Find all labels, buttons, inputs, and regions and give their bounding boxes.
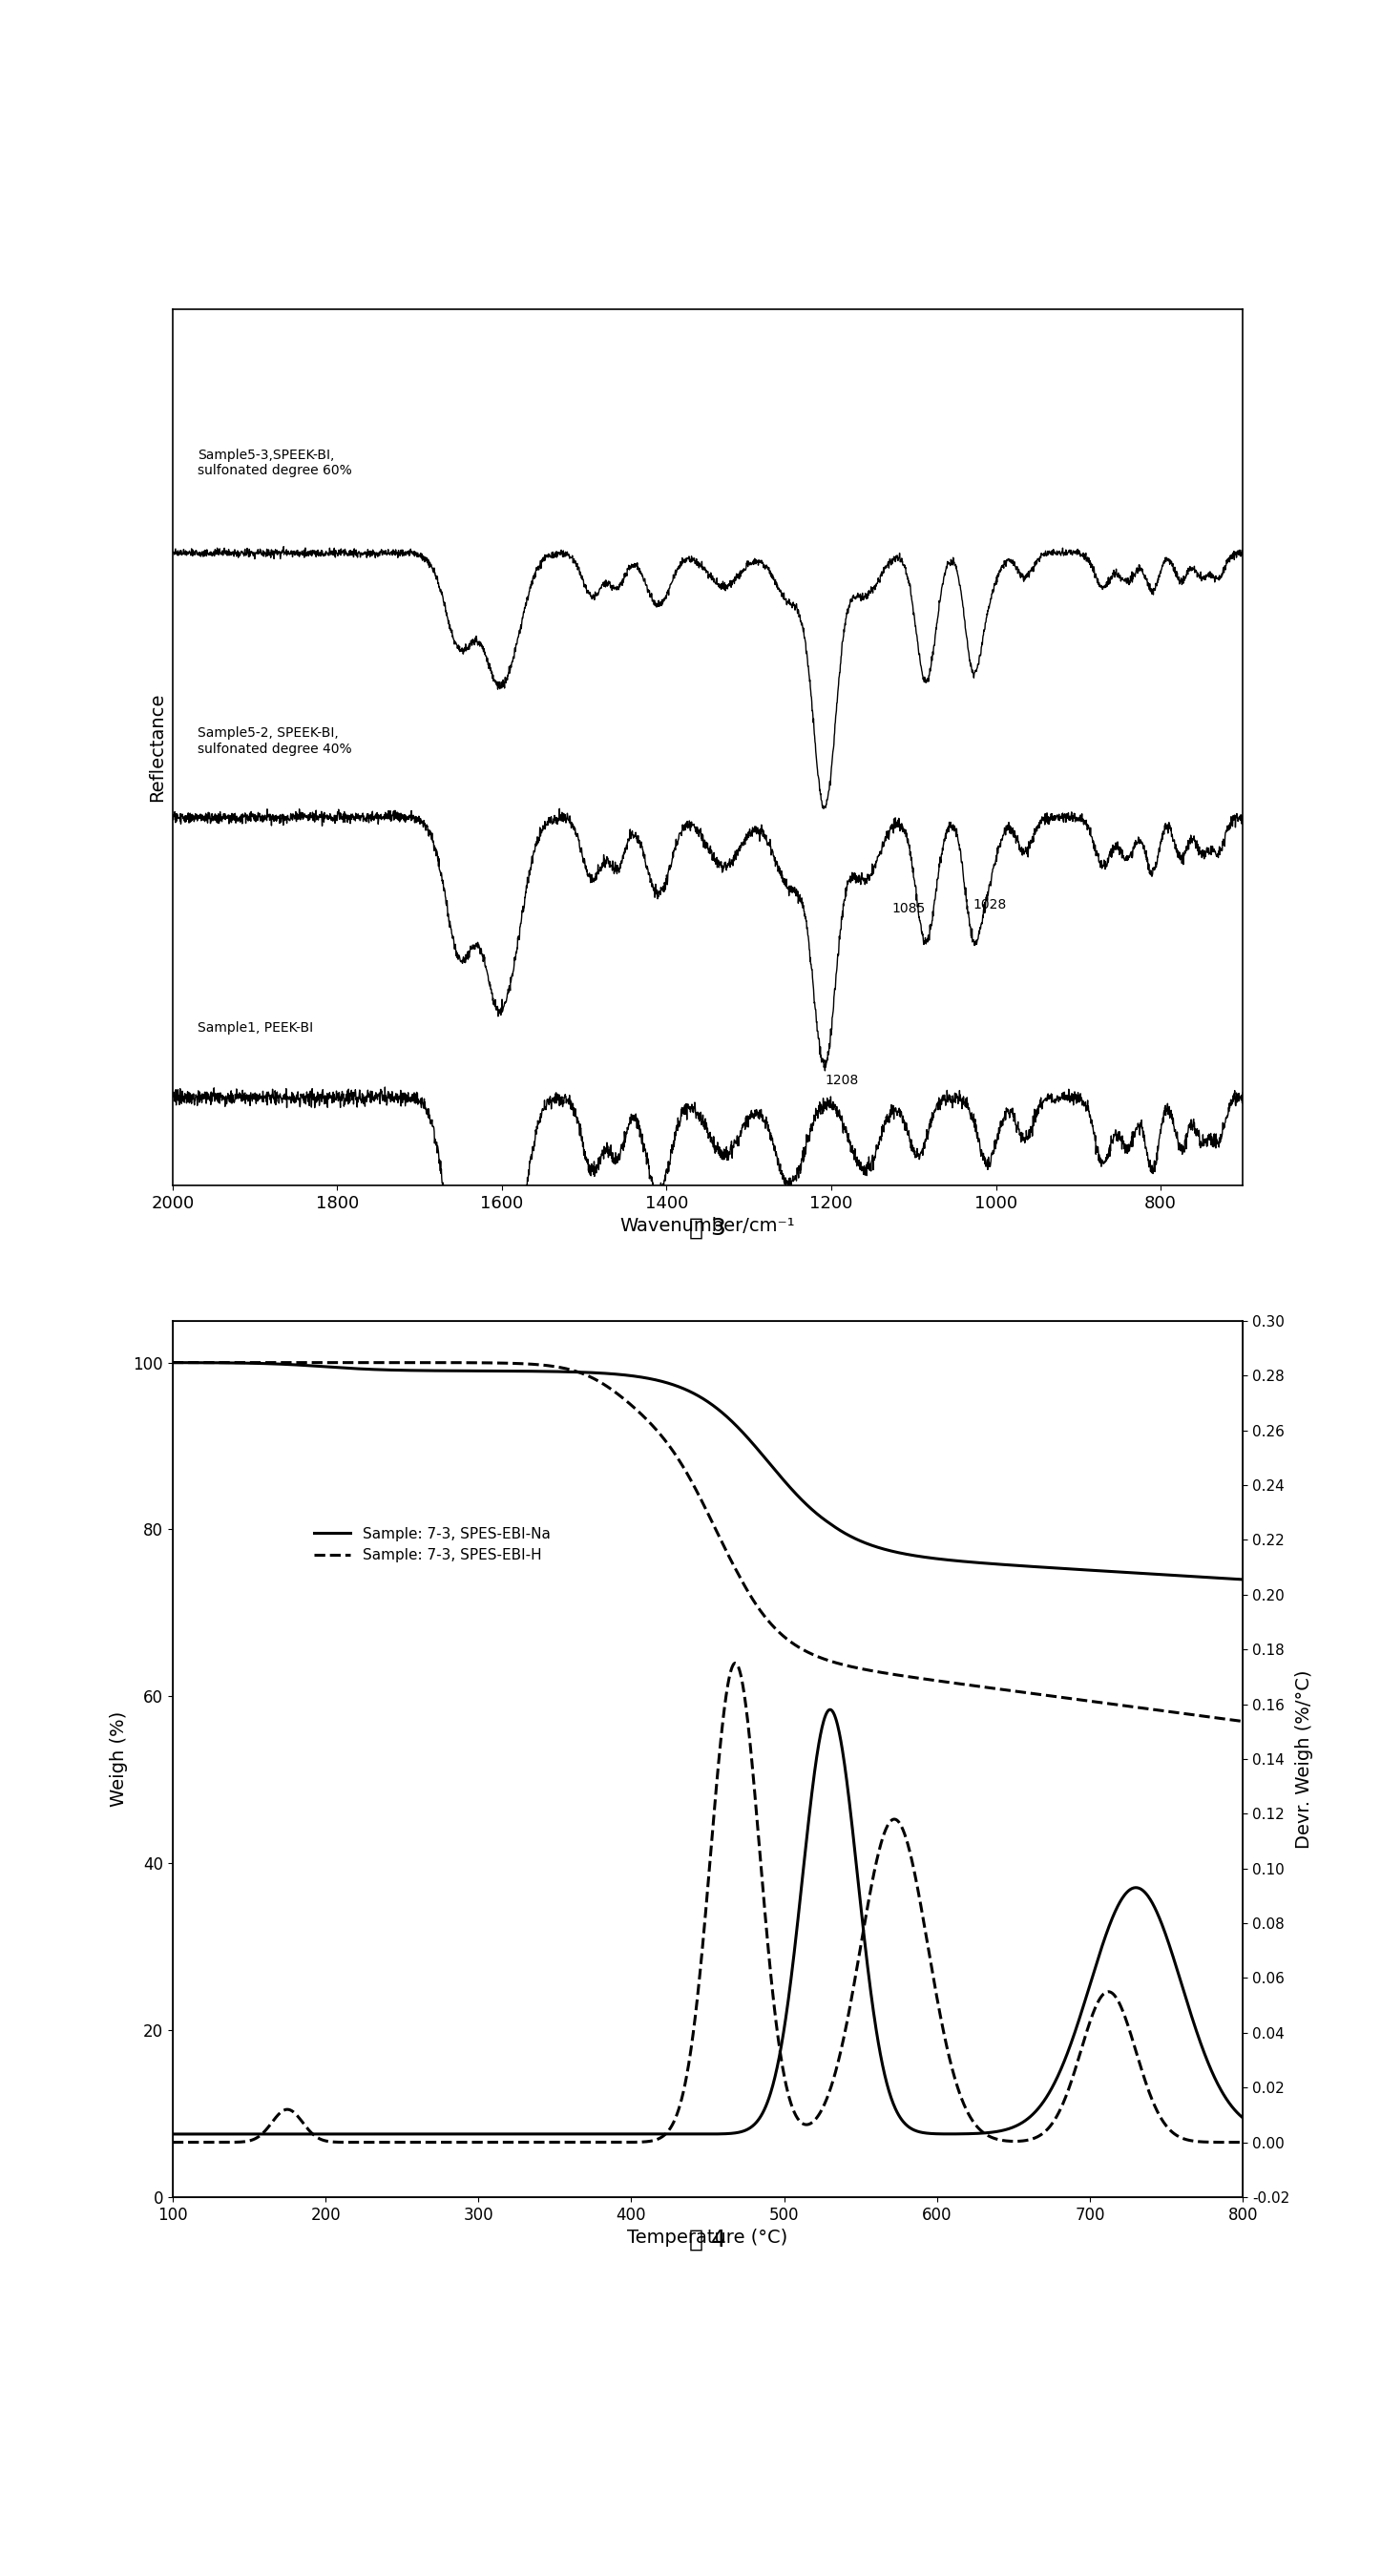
Sample: 7-3, SPES-EBI-Na: (780, 74.2): 7-3, SPES-EBI-Na: (780, 74.2) [1204,1561,1221,1592]
Text: Sample5-2, SPEEK-BI,
sulfonated degree 40%: Sample5-2, SPEEK-BI, sulfonated degree 4… [197,726,352,755]
Sample: 7-3, SPES-EBI-H: (136, 100): 7-3, SPES-EBI-H: (136, 100) [220,1347,236,1378]
Sample: 7-3, SPES-EBI-Na: (651, 75.7): 7-3, SPES-EBI-Na: (651, 75.7) [1007,1551,1023,1582]
Sample: 7-3, SPES-EBI-Na: (422, 97.6): 7-3, SPES-EBI-Na: (422, 97.6) [656,1368,673,1399]
Sample: 7-3, SPES-EBI-H: (440, 85.4): 7-3, SPES-EBI-H: (440, 85.4) [685,1468,702,1499]
Line: Sample: 7-3, SPES-EBI-Na: Sample: 7-3, SPES-EBI-Na [173,1363,1243,1579]
Sample: 7-3, SPES-EBI-H: (780, 57.5): 7-3, SPES-EBI-H: (780, 57.5) [1204,1703,1221,1734]
Line: Sample: 7-3, SPES-EBI-H: Sample: 7-3, SPES-EBI-H [173,1363,1243,1721]
Text: Sample5-3,SPEEK-BI,
sulfonated degree 60%: Sample5-3,SPEEK-BI, sulfonated degree 60… [197,448,352,477]
Text: 1028: 1028 [972,899,1007,912]
Sample: 7-3, SPES-EBI-Na: (100, 100): 7-3, SPES-EBI-Na: (100, 100) [164,1347,181,1378]
Text: 1208: 1208 [824,1074,859,1087]
Sample: 7-3, SPES-EBI-H: (422, 90.7): 7-3, SPES-EBI-H: (422, 90.7) [656,1425,673,1455]
Sample: 7-3, SPES-EBI-Na: (440, 96.3): 7-3, SPES-EBI-Na: (440, 96.3) [685,1378,702,1409]
Y-axis label: Weigh (%): Weigh (%) [109,1710,128,1806]
Sample: 7-3, SPES-EBI-Na: (136, 100): 7-3, SPES-EBI-Na: (136, 100) [220,1347,236,1378]
Legend: Sample: 7-3, SPES-EBI-Na, Sample: 7-3, SPES-EBI-H: Sample: 7-3, SPES-EBI-Na, Sample: 7-3, S… [308,1520,557,1569]
Text: Sample1, PEEK-BI: Sample1, PEEK-BI [197,1023,313,1036]
Y-axis label: Devr. Weigh (%/°C): Devr. Weigh (%/°C) [1295,1669,1313,1850]
Text: 图 3: 图 3 [689,1216,726,1239]
Sample: 7-3, SPES-EBI-Na: (779, 74.2): 7-3, SPES-EBI-Na: (779, 74.2) [1203,1561,1219,1592]
Sample: 7-3, SPES-EBI-Na: (800, 74): 7-3, SPES-EBI-Na: (800, 74) [1235,1564,1251,1595]
X-axis label: Wavenumber/cm⁻¹: Wavenumber/cm⁻¹ [620,1216,795,1236]
Y-axis label: Reflectance: Reflectance [148,693,166,801]
X-axis label: Temperature (°C): Temperature (°C) [627,2228,789,2246]
Sample: 7-3, SPES-EBI-H: (779, 57.5): 7-3, SPES-EBI-H: (779, 57.5) [1203,1703,1219,1734]
Sample: 7-3, SPES-EBI-H: (100, 100): 7-3, SPES-EBI-H: (100, 100) [164,1347,181,1378]
Sample: 7-3, SPES-EBI-H: (800, 57): 7-3, SPES-EBI-H: (800, 57) [1235,1705,1251,1736]
Text: 图 4: 图 4 [689,2228,726,2251]
Sample: 7-3, SPES-EBI-H: (651, 60.6): 7-3, SPES-EBI-H: (651, 60.6) [1007,1677,1023,1708]
Text: 1085: 1085 [892,902,925,914]
